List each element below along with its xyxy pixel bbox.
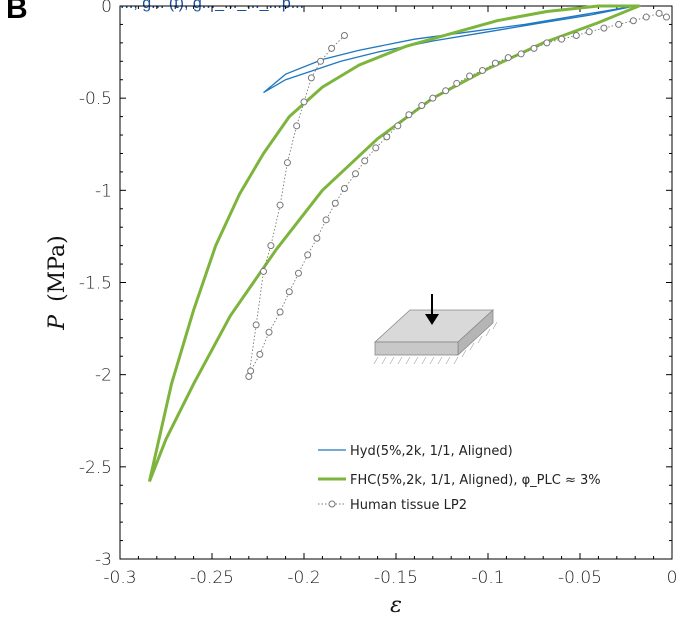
series-human-point: [530, 44, 538, 52]
series-human-point: [276, 201, 284, 209]
series-human-point: [313, 234, 321, 242]
series-human-point: [285, 288, 293, 296]
legend-label-human: Human tissue LP2: [350, 498, 467, 513]
x-tick-label: -0.1: [471, 568, 504, 588]
series-group: [147, 4, 670, 483]
legend: Hyd(5%,2k, 1/1, Aligned) FHC(5%,2k, 1/1,…: [318, 444, 601, 513]
series-human-point: [615, 20, 623, 28]
y-axis-label-unit: (MPa): [45, 235, 70, 302]
legend-marker-human: [328, 500, 336, 508]
y-tick-label: 0: [101, 0, 112, 17]
series-human-point: [256, 350, 264, 358]
series-human-point: [300, 98, 308, 106]
series-human-point: [466, 72, 474, 80]
series-human-point: [260, 267, 268, 275]
series-human-point: [418, 102, 426, 110]
y-tick-label: -1.5: [79, 274, 112, 294]
series-human-point: [491, 59, 499, 67]
series-human-point: [372, 144, 380, 152]
series-human-point: [478, 67, 486, 75]
y-tick-label: -2.5: [79, 458, 112, 478]
series-human-point: [317, 57, 325, 65]
svg-text:P (MPa): P (MPa): [45, 235, 70, 330]
y-axis-label: P (MPa): [45, 235, 70, 330]
series-human-point: [572, 31, 580, 39]
load-arrow-icon: [425, 314, 439, 325]
series-fhc-line: [147, 4, 641, 483]
series-human-point: [340, 184, 348, 192]
series-human-point: [543, 39, 551, 47]
series-hyd-line: [263, 5, 636, 94]
series-human-point: [394, 122, 402, 130]
axes: -0.3 -0.25 -0.2 -0.15 -0.1 -0.05 0 0 -0.5 -1 -1.5…: [79, 0, 678, 588]
series-human-point: [662, 13, 670, 21]
series-human-point: [361, 157, 369, 165]
x-axis-label: ε: [390, 593, 402, 618]
x-tick-label: -0.2: [287, 568, 320, 588]
series-human-point: [252, 321, 260, 329]
series-human-point: [629, 17, 637, 25]
legend-label-hyd: Hyd(5%,2k, 1/1, Aligned): [350, 444, 513, 459]
series-human-point: [294, 269, 302, 277]
y-tick-label: -0.5: [79, 89, 112, 109]
series-human-point: [429, 94, 437, 102]
compression-inset-illustration: [373, 294, 498, 365]
series-human-point: [322, 216, 330, 224]
fixed-base-hatching: [373, 321, 498, 365]
series-human-point: [267, 242, 275, 250]
series-human-point: [247, 367, 255, 375]
slab-front-face: [374, 341, 459, 356]
x-tick-label: -0.05: [558, 568, 602, 588]
series-human-point: [293, 122, 301, 130]
series-human-point: [600, 24, 608, 32]
panel-letter: B: [6, 0, 28, 25]
series-human-point: [352, 170, 360, 178]
series-human-point: [265, 328, 273, 336]
series-human-point: [585, 28, 593, 36]
series-human-point: [517, 50, 525, 58]
series-human-point: [405, 111, 413, 119]
series-human-point: [340, 31, 348, 39]
series-human-point: [642, 13, 650, 21]
x-tick-label: -0.15: [374, 568, 418, 588]
x-tick-label: -0.3: [103, 568, 136, 588]
series-human-point: [276, 308, 284, 316]
y-tick-label: -2: [95, 366, 112, 386]
x-tick-label: 0: [667, 568, 678, 588]
series-human-point: [383, 133, 391, 141]
legend-label-fhc: FHC(5%,2k, 1/1, Aligned), φ_PLC ≈ 3%: [350, 473, 601, 488]
y-ticks: 0 -0.5 -1 -1.5 -2 -2.5 -3: [79, 0, 672, 570]
series-human-point: [331, 199, 339, 207]
series-human-point: [328, 44, 336, 52]
series-human-point: [655, 9, 663, 17]
series-human-point: [504, 54, 512, 62]
x-tick-label: -0.25: [190, 568, 234, 588]
series-human-point: [442, 87, 450, 95]
series-human-point: [304, 251, 312, 259]
y-axis-label-symbol: P: [45, 314, 70, 331]
y-tick-label: -3: [95, 550, 112, 570]
series-human-point: [283, 159, 291, 167]
y-tick-label: -1: [95, 181, 112, 201]
series-human-point: [558, 35, 566, 43]
series-human-point: [307, 74, 315, 82]
x-ticks: -0.3 -0.25 -0.2 -0.15 -0.1 -0.05 0: [103, 6, 677, 588]
series-human-point: [453, 79, 461, 87]
